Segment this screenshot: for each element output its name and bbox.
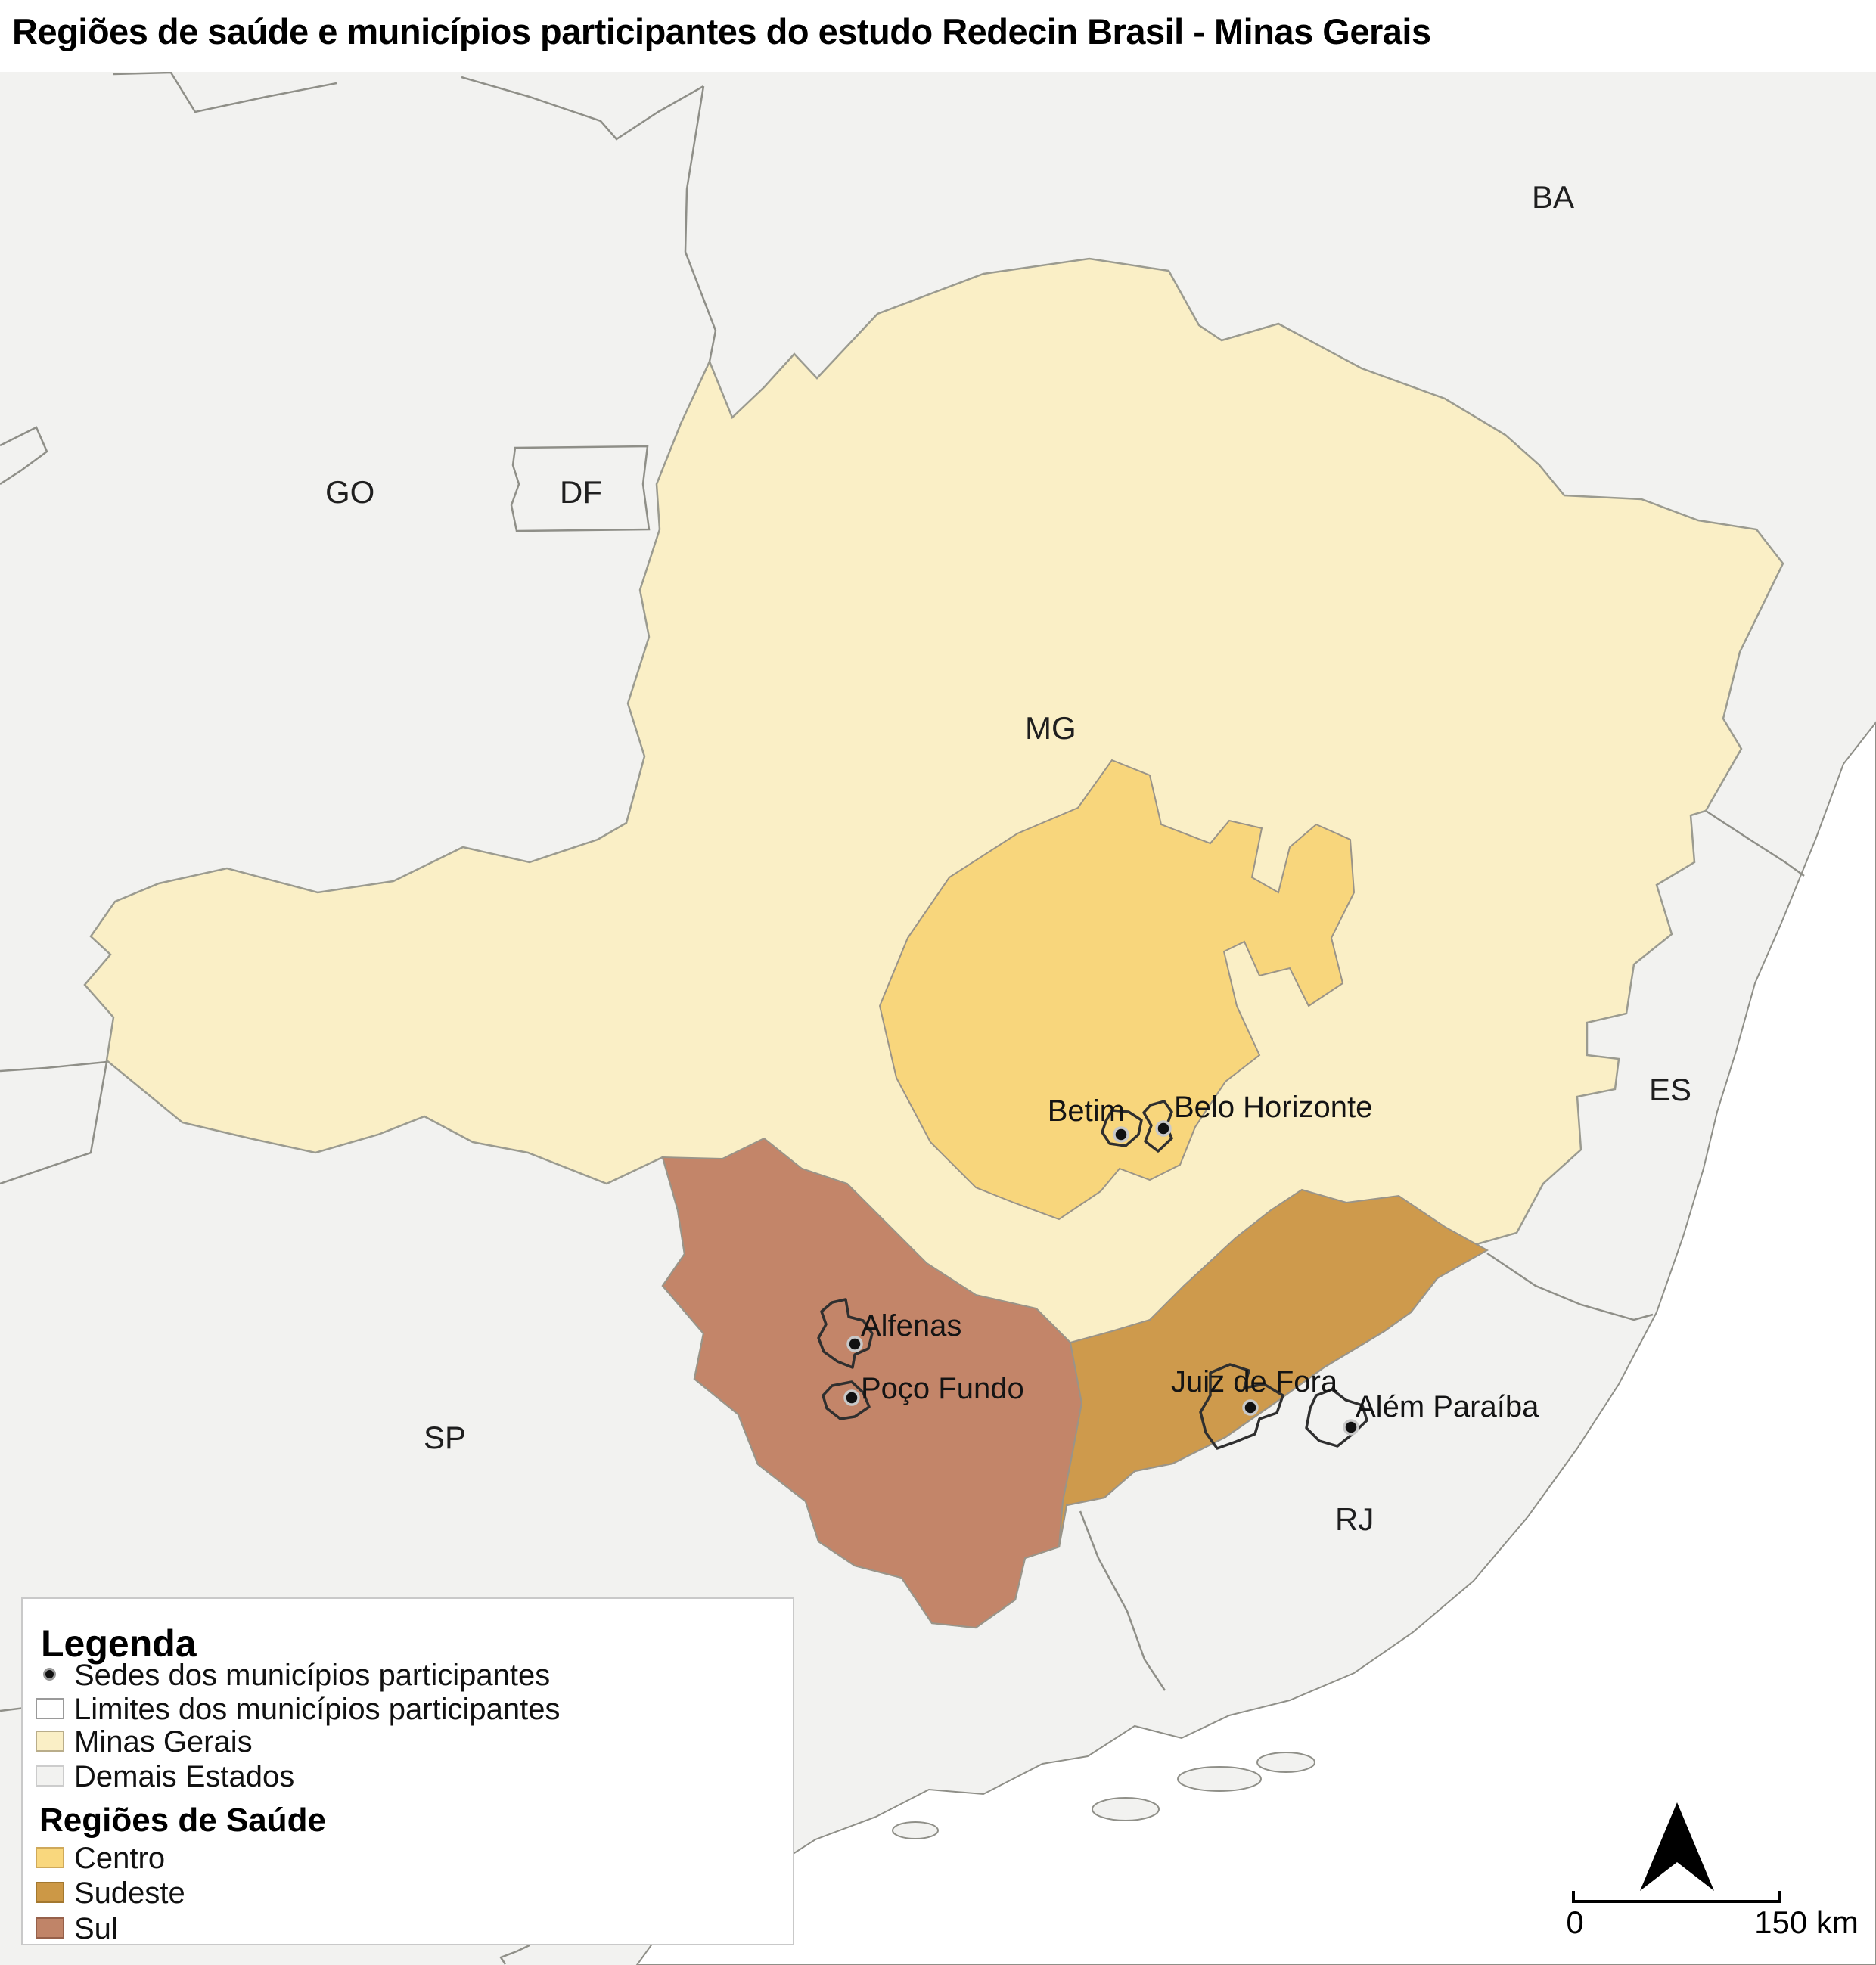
state-label-ba: BA bbox=[1532, 179, 1574, 215]
city-label-alfenas: Alfenas bbox=[861, 1309, 961, 1343]
coastal-islands bbox=[892, 1752, 1315, 1839]
city-labels: Betim Belo Horizonte Alfenas Poço Fundo … bbox=[861, 1091, 1539, 1423]
municipality-alfenas-outline bbox=[817, 1298, 874, 1369]
region-centro-shape bbox=[878, 759, 1356, 1221]
minas-gerais-swatch bbox=[36, 1731, 64, 1752]
legend-regions-title: Regiões de Saúde bbox=[39, 1802, 327, 1839]
city-dot-alem-paraiba bbox=[1343, 1419, 1359, 1436]
state-label-mg: MG bbox=[1025, 710, 1076, 746]
city-dot-betim bbox=[1113, 1126, 1129, 1143]
municipality-seat-dots bbox=[843, 1120, 1359, 1436]
municipality-juiz-de-fora-outline bbox=[1199, 1363, 1284, 1450]
scale-bar: 0 150 km bbox=[1566, 1891, 1859, 1940]
legend-item-label: Minas Gerais bbox=[74, 1725, 253, 1759]
legend-region-centro: Centro bbox=[23, 1842, 793, 1875]
state-label-df: DF bbox=[560, 474, 602, 510]
city-dot-poco-fundo bbox=[843, 1389, 860, 1406]
region-sul-shape bbox=[661, 1137, 1083, 1629]
municipality-poco-fundo-outline bbox=[822, 1380, 871, 1420]
scale-bar-start-label: 0 bbox=[1566, 1904, 1583, 1940]
municipality-outline-icon bbox=[36, 1698, 64, 1719]
legend-region-label: Sul bbox=[74, 1912, 118, 1945]
state-labels: GO DF BA MG ES SP RJ bbox=[325, 179, 1691, 1537]
city-label-betim: Betim bbox=[1048, 1094, 1125, 1128]
legend-item-limites: Limites dos municípios participantes bbox=[23, 1693, 793, 1726]
municipality-belo-horizonte-outline bbox=[1142, 1100, 1173, 1153]
legend-region-sul: Sul bbox=[23, 1912, 793, 1945]
north-arrow-icon bbox=[1640, 1802, 1714, 1891]
city-dot-juiz-de-fora bbox=[1242, 1399, 1259, 1416]
legend-title: Legenda bbox=[41, 1622, 197, 1665]
sul-swatch bbox=[36, 1917, 64, 1939]
state-label-es: ES bbox=[1649, 1072, 1691, 1107]
legend-item-label: Sedes dos municípios participantes bbox=[74, 1659, 551, 1692]
city-label-poco-fundo: Poço Fundo bbox=[861, 1372, 1024, 1405]
legend-panel: Legenda Sedes dos municípios participant… bbox=[21, 1597, 794, 1945]
demais-estados-swatch bbox=[36, 1765, 64, 1787]
legend-item-label: Limites dos municípios participantes bbox=[74, 1693, 561, 1726]
legend-item-demais-estados: Demais Estados bbox=[23, 1760, 793, 1793]
seat-dot-icon bbox=[36, 1664, 64, 1685]
state-label-go: GO bbox=[325, 474, 374, 510]
state-label-rj: RJ bbox=[1335, 1501, 1374, 1537]
city-label-belo-horizonte: Belo Horizonte bbox=[1174, 1091, 1372, 1124]
title-band: Regiões de saúde e municípios participan… bbox=[0, 0, 1876, 72]
centro-swatch bbox=[36, 1847, 64, 1868]
scale-bar-end-label: 150 km bbox=[1754, 1904, 1859, 1940]
legend-item-minas-gerais: Minas Gerais bbox=[23, 1725, 793, 1759]
legend-item-label: Demais Estados bbox=[74, 1760, 295, 1793]
legend-region-label: Centro bbox=[74, 1842, 166, 1875]
state-df-shape bbox=[510, 445, 651, 532]
page-title: Regiões de saúde e municípios participan… bbox=[12, 11, 1431, 51]
city-dot-alfenas bbox=[846, 1336, 863, 1352]
legend-region-sudeste: Sudeste bbox=[23, 1877, 793, 1910]
legend-item-sedes: Sedes dos municípios participantes bbox=[23, 1659, 793, 1692]
city-label-juiz-de-fora: Juiz de Fora bbox=[1171, 1365, 1338, 1398]
region-sudeste-shape bbox=[1058, 1188, 1489, 1547]
city-dot-belo-horizonte bbox=[1155, 1120, 1172, 1137]
city-label-alem-paraiba: Além Paraíba bbox=[1356, 1390, 1539, 1423]
sudeste-swatch bbox=[36, 1882, 64, 1903]
legend-region-label: Sudeste bbox=[74, 1877, 185, 1910]
state-label-sp: SP bbox=[424, 1420, 466, 1455]
municipality-betim-outline bbox=[1101, 1109, 1143, 1147]
